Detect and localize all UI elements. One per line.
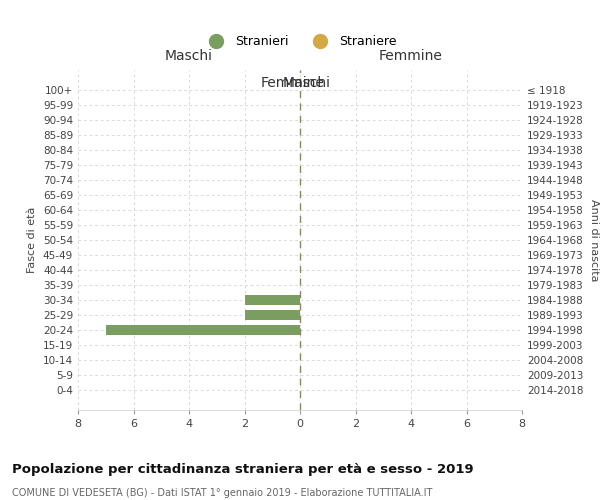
Text: Femmine: Femmine bbox=[379, 49, 443, 63]
Y-axis label: Fasce di età: Fasce di età bbox=[28, 207, 37, 273]
Text: Maschi: Maschi bbox=[165, 49, 213, 63]
Text: Maschi: Maschi bbox=[283, 76, 331, 90]
Bar bbox=[245, 295, 300, 304]
Bar bbox=[106, 325, 300, 334]
Y-axis label: Anni di nascita: Anni di nascita bbox=[589, 198, 599, 281]
Text: Popolazione per cittadinanza straniera per età e sesso - 2019: Popolazione per cittadinanza straniera p… bbox=[12, 462, 473, 475]
Text: Femmine: Femmine bbox=[261, 76, 325, 90]
Text: COMUNE DI VEDESETA (BG) - Dati ISTAT 1° gennaio 2019 - Elaborazione TUTTITALIA.I: COMUNE DI VEDESETA (BG) - Dati ISTAT 1° … bbox=[12, 488, 433, 498]
Legend: Stranieri, Straniere: Stranieri, Straniere bbox=[197, 28, 403, 54]
Bar bbox=[245, 310, 300, 320]
